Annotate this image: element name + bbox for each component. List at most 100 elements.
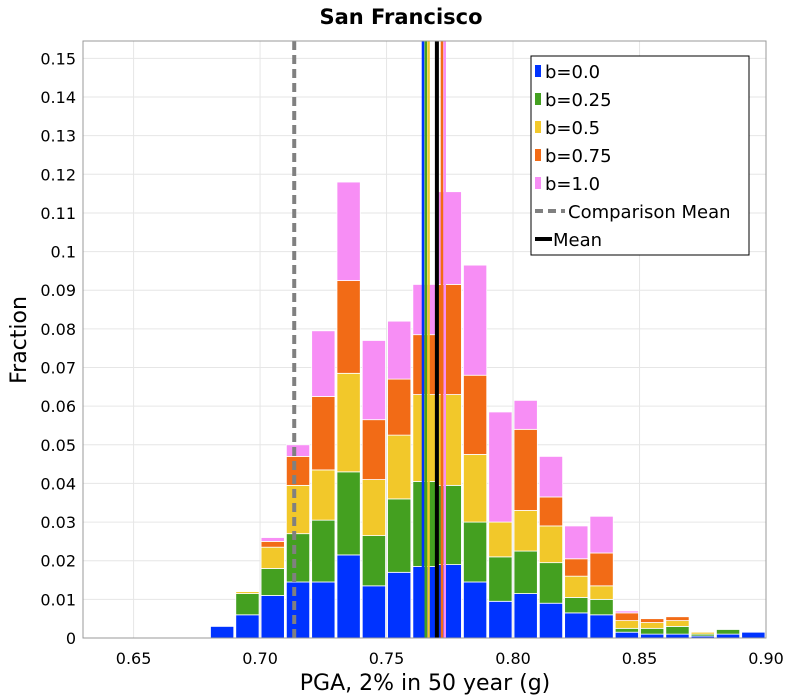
y-tick-label: 0.03 bbox=[40, 513, 76, 532]
bar-segment bbox=[589, 552, 614, 587]
legend-label: b=0.0 bbox=[545, 62, 600, 83]
bar-segment bbox=[513, 550, 538, 594]
legend-label: Comparison Mean bbox=[568, 202, 731, 223]
y-tick-label: 0.13 bbox=[40, 127, 76, 146]
bar-segment bbox=[260, 568, 285, 596]
bar-segment bbox=[285, 581, 311, 639]
bar-segment bbox=[387, 320, 412, 380]
x-tick-label: 0.85 bbox=[622, 649, 658, 668]
bar-segment bbox=[488, 556, 513, 602]
bar-segment bbox=[665, 626, 690, 635]
bar-segment bbox=[412, 334, 437, 395]
legend-swatch bbox=[535, 121, 541, 133]
bar-segment bbox=[564, 612, 589, 639]
bar-segment bbox=[614, 627, 639, 633]
bar-segment bbox=[387, 498, 412, 573]
x-tick-label: 0.90 bbox=[748, 649, 784, 668]
x-tick-label: 0.65 bbox=[116, 649, 152, 668]
y-tick-label: 0.05 bbox=[40, 436, 76, 455]
bar-segment bbox=[589, 614, 614, 639]
x-tick-label: 0.75 bbox=[369, 649, 405, 668]
x-axis-ticks: 0.65 0.70 0.75 0.80 0.85 0.90 bbox=[116, 649, 784, 668]
bar-segment bbox=[564, 558, 589, 577]
y-tick-label: 0.01 bbox=[40, 590, 76, 609]
y-tick-label: 0.07 bbox=[40, 359, 76, 378]
mean-lines bbox=[292, 41, 446, 638]
bar-segment bbox=[488, 521, 513, 558]
bar-segment bbox=[538, 602, 564, 639]
bar-segment bbox=[640, 633, 665, 639]
bar-segment bbox=[336, 554, 361, 639]
bar-segment bbox=[361, 535, 386, 587]
y-tick-label: 0.12 bbox=[40, 165, 76, 184]
legend-swatch bbox=[535, 177, 541, 189]
bar-segment bbox=[614, 612, 639, 622]
bar-segment bbox=[260, 546, 285, 569]
bar-segment bbox=[513, 593, 538, 639]
bar-segment bbox=[260, 537, 285, 542]
bar-segment bbox=[361, 340, 386, 421]
bar-segment bbox=[235, 593, 260, 616]
bar-segment bbox=[463, 454, 488, 523]
bar-segment bbox=[285, 533, 311, 583]
bar-segment bbox=[690, 631, 715, 635]
bar-segment bbox=[463, 521, 488, 583]
bar-segment bbox=[665, 620, 690, 627]
bar-segment bbox=[412, 394, 437, 482]
legend-label: b=0.25 bbox=[545, 90, 612, 111]
bar-segment bbox=[361, 419, 386, 480]
x-axis-label: PGA, 2% in 50 year (g) bbox=[300, 671, 551, 696]
bar-segment bbox=[488, 411, 513, 523]
legend-label: b=1.0 bbox=[545, 174, 600, 195]
bar-segment bbox=[614, 610, 639, 614]
y-tick-label: 0.08 bbox=[40, 320, 76, 339]
bar-segment bbox=[387, 571, 412, 639]
bar-segment bbox=[716, 633, 741, 639]
bar-segment bbox=[564, 575, 589, 598]
y-tick-label: 0.15 bbox=[40, 49, 76, 68]
bar-segment bbox=[564, 525, 589, 560]
bar-segment bbox=[412, 284, 437, 336]
y-tick-label: 0.02 bbox=[40, 552, 76, 571]
bar-segment bbox=[336, 280, 361, 374]
bar-segment bbox=[336, 181, 361, 281]
y-tick-label: 0.11 bbox=[40, 204, 76, 223]
bar-segment bbox=[463, 581, 488, 639]
legend-swatch bbox=[535, 149, 541, 161]
bar-segment bbox=[665, 633, 690, 639]
legend-swatch bbox=[535, 65, 541, 77]
bar-segment bbox=[336, 372, 361, 473]
bar-segment bbox=[285, 444, 311, 457]
bar-segment bbox=[640, 622, 665, 629]
y-tick-label: 0.09 bbox=[40, 281, 76, 300]
bar-segment bbox=[614, 620, 639, 629]
bar-segment bbox=[361, 585, 386, 639]
bar-segment bbox=[311, 396, 336, 471]
plot-frame bbox=[82, 40, 767, 639]
bar-segment bbox=[488, 600, 513, 639]
legend: b=0.0 b=0.25 b=0.5 b=0.75 b=1.0 Comparison Me… bbox=[530, 55, 750, 256]
bar-segment bbox=[311, 581, 336, 639]
y-tick-label: 0.06 bbox=[40, 397, 76, 416]
y-tick-label: 0 bbox=[66, 629, 76, 648]
bar-segment bbox=[538, 455, 564, 498]
bar-segment bbox=[538, 496, 564, 527]
bar-segment bbox=[463, 374, 488, 455]
bar-segment bbox=[235, 614, 260, 639]
bar-segment bbox=[311, 469, 336, 521]
bar-segment bbox=[285, 484, 311, 535]
bar-segment bbox=[640, 627, 665, 635]
bar-segment bbox=[210, 626, 235, 639]
legend-label: b=0.5 bbox=[545, 118, 600, 139]
chart-title: San Francisco bbox=[319, 5, 482, 29]
bar-segment bbox=[589, 585, 614, 600]
legend-label: Mean bbox=[553, 230, 602, 251]
y-tick-label: 0.1 bbox=[51, 243, 76, 262]
bar-segment bbox=[513, 399, 538, 430]
bar-segment bbox=[260, 540, 285, 548]
bar-segment bbox=[716, 629, 741, 635]
bar-segment bbox=[614, 631, 639, 639]
bar-segment bbox=[640, 618, 665, 623]
y-axis-ticks: 0 0.01 0.02 0.03 0.04 0.05 0.06 0.07 0.08 0.09 0.1… bbox=[40, 49, 76, 648]
bar-segment bbox=[311, 519, 336, 583]
